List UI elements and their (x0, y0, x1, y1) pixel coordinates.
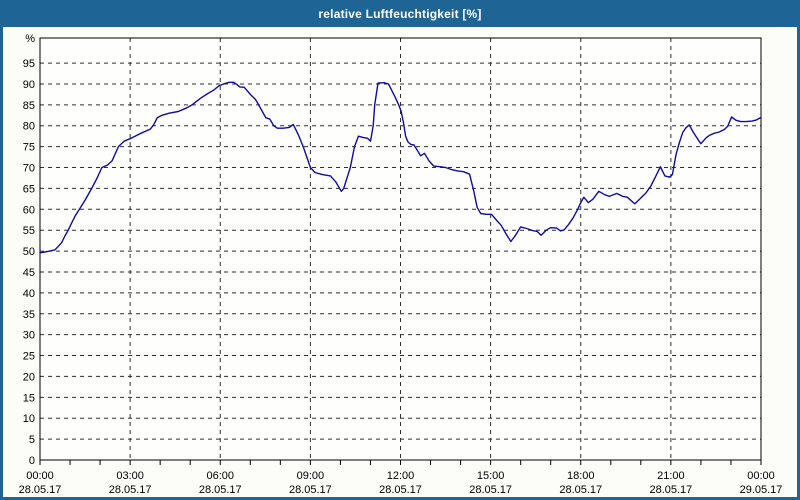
x-tick-time-label: 03:00 (116, 470, 144, 482)
humidity-line-chart: 0 5 10 15 20 25 30 35 40 45 50 55 60 65 70 75 80 85 90 95% 0… (19, 33, 783, 496)
x-tick-date-label: 29.05.17 (740, 484, 783, 496)
y-tick-label: 40 (23, 288, 35, 300)
x-tick-time-label: 15:00 (477, 470, 505, 482)
x-tick-time-label: 00:00 (26, 470, 54, 482)
y-tick-label: 0 (29, 455, 35, 467)
humidity-line (39, 81, 762, 254)
x-tick-date-label: 28.05.17 (379, 484, 422, 496)
x-tick-time-label: 06:00 (206, 470, 234, 482)
y-tick-label: 25 (23, 351, 35, 363)
x-tick-date-label: 28.05.17 (559, 484, 602, 496)
x-tick-date-label: 28.05.17 (19, 484, 62, 496)
x-tick-date-label: 28.05.17 (649, 484, 692, 496)
y-tick-label: 65 (23, 183, 35, 195)
y-tick-label: 70 (23, 163, 35, 175)
y-tick-label: 90 (23, 79, 35, 91)
x-tick-time-label: 00:00 (747, 470, 775, 482)
x-tick-date-label: 28.05.17 (109, 484, 152, 496)
x-tick-time-label: 12:00 (387, 470, 415, 482)
y-tick-label: 60 (23, 204, 35, 216)
window-title: relative Luftfeuchtigkeit [%] (318, 6, 482, 21)
y-tick-label: 50 (23, 246, 35, 258)
x-tick-date-label: 28.05.17 (469, 484, 512, 496)
y-tick-label: 75 (23, 142, 35, 154)
x-tick-date-label: 28.05.17 (289, 484, 332, 496)
plot-border (39, 37, 762, 461)
y-tick-label: 30 (23, 330, 35, 342)
y-tick-label: 80 (23, 121, 35, 133)
y-tick-label: 10 (23, 413, 35, 425)
x-tick-time-label: 18:00 (567, 470, 595, 482)
y-tick-label: 55 (23, 225, 35, 237)
chart-area: 0 5 10 15 20 25 30 35 40 45 50 55 60 65 70 75 80 85 90 95% 0… (3, 27, 797, 497)
y-tick-label: 45 (23, 267, 35, 279)
x-tick-time-label: 09:00 (297, 470, 325, 482)
y-tick-label: 85 (23, 100, 35, 112)
x-tick-date-label: 28.05.17 (199, 484, 242, 496)
y-tick-label: 35 (23, 309, 35, 321)
window-titlebar: relative Luftfeuchtigkeit [%] (0, 0, 800, 27)
y-tick-label: 20 (23, 371, 35, 383)
y-axis-unit-label: % (25, 33, 35, 45)
y-tick-label: 15 (23, 392, 35, 404)
y-tick-label: 95 (23, 58, 35, 70)
y-tick-label: 5 (29, 434, 35, 446)
x-tick-time-label: 21:00 (657, 470, 685, 482)
